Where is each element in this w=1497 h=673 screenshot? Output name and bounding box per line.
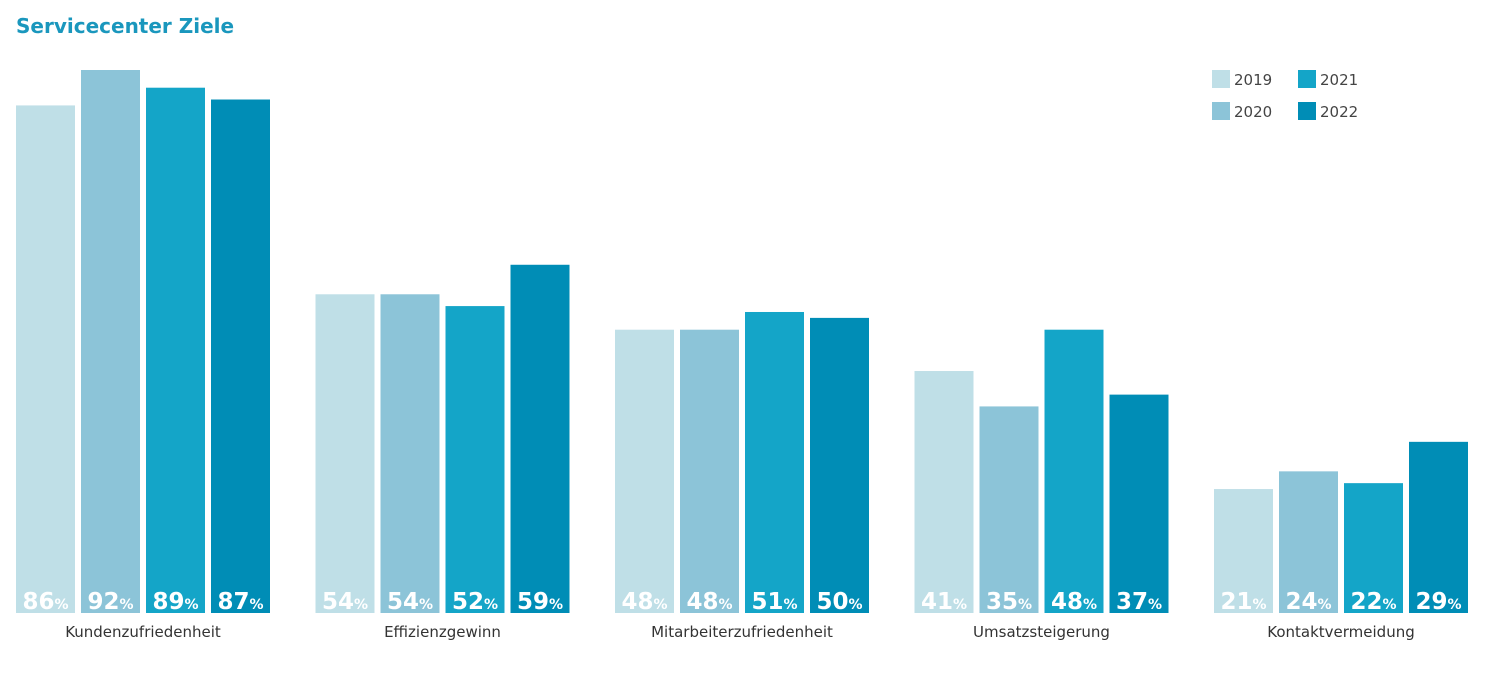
bar-value-label: 48% <box>1051 589 1097 615</box>
bar-value-label: 54% <box>387 589 433 615</box>
bar-2-0 <box>615 329 674 613</box>
bar-value-label: 21% <box>1220 589 1266 615</box>
bar-value-label: 51% <box>751 589 797 615</box>
bar-0-1 <box>81 70 140 613</box>
chart-title: Servicecenter Ziele <box>16 14 235 38</box>
bar-value-label: 54% <box>322 589 368 615</box>
bar-3-1 <box>979 406 1039 613</box>
bar-1-2 <box>445 306 505 613</box>
legend-swatch <box>1298 70 1316 88</box>
legend-swatch <box>1212 102 1230 120</box>
bar-4-1 <box>1279 471 1338 613</box>
bar-1-1 <box>380 294 440 613</box>
bar-value-label: 50% <box>816 589 862 615</box>
bar-value-label: 37% <box>1116 589 1162 615</box>
category-label: Kundenzufriedenheit <box>65 623 221 641</box>
bar-value-label: 24% <box>1285 589 1331 615</box>
bar-value-label: 92% <box>87 589 133 615</box>
bar-4-0 <box>1214 489 1273 613</box>
bar-0-2 <box>146 87 205 613</box>
legend-label: 2021 <box>1320 71 1358 89</box>
bar-1-0 <box>315 294 375 613</box>
bar-value-label: 86% <box>22 589 68 615</box>
bar-3-2 <box>1044 329 1104 613</box>
legend-label: 2019 <box>1234 71 1272 89</box>
legend-label: 2020 <box>1234 103 1272 121</box>
bar-2-3 <box>810 317 869 613</box>
bar-1-3 <box>510 264 570 613</box>
bar-2-1 <box>680 329 739 613</box>
legend-swatch <box>1212 70 1230 88</box>
bar-value-label: 87% <box>217 589 263 615</box>
bar-2-2 <box>745 311 804 613</box>
legend-swatch <box>1298 102 1316 120</box>
bar-value-label: 59% <box>517 589 563 615</box>
bar-value-label: 35% <box>986 589 1032 615</box>
bar-value-label: 48% <box>621 589 667 615</box>
category-label: Effizienzgewinn <box>384 623 501 641</box>
category-label: Kontaktvermeidung <box>1267 623 1415 641</box>
bar-4-2 <box>1344 483 1403 613</box>
bar-3-3 <box>1109 394 1169 613</box>
bar-value-label: 89% <box>152 589 198 615</box>
bar-4-3 <box>1409 441 1468 613</box>
category-label: Mitarbeiterzufriedenheit <box>651 623 833 641</box>
bar-value-label: 22% <box>1350 589 1396 615</box>
bar-value-label: 52% <box>452 589 498 615</box>
category-label: Umsatzsteigerung <box>973 623 1110 641</box>
bar-value-label: 41% <box>921 589 967 615</box>
bar-value-label: 29% <box>1415 589 1461 615</box>
legend-label: 2022 <box>1320 103 1358 121</box>
bar-value-label: 48% <box>686 589 732 615</box>
bar-3-0 <box>914 371 974 613</box>
bar-0-0 <box>16 105 75 614</box>
bar-0-3 <box>211 99 270 614</box>
